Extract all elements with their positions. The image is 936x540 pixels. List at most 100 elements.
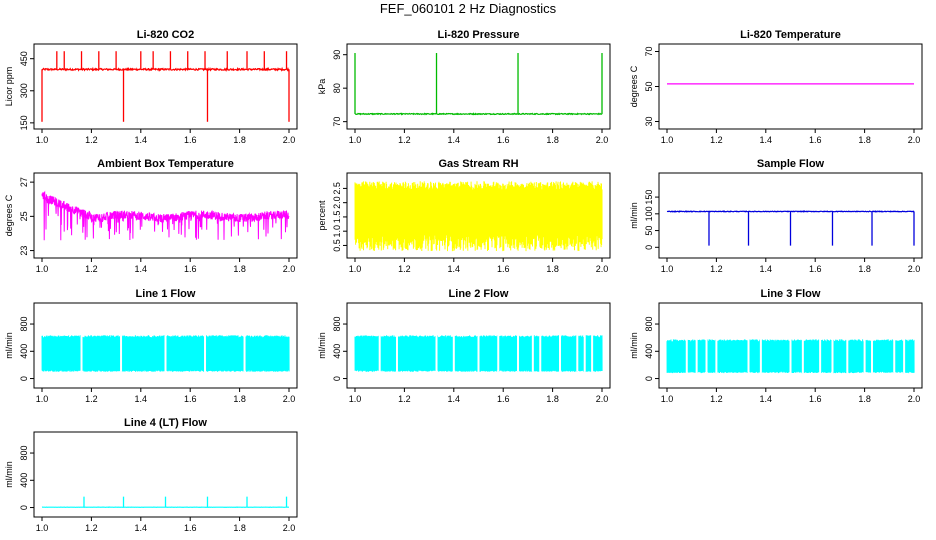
series-gap xyxy=(759,339,762,374)
y-tick-label: 0 xyxy=(644,245,654,250)
x-tick-label: 1.2 xyxy=(710,264,723,274)
x-tick-label: 1.6 xyxy=(809,394,822,404)
series-line xyxy=(354,112,603,116)
x-tick-label: 2.0 xyxy=(908,394,921,404)
figure-title: FEF_060101 2 Hz Diagnostics xyxy=(379,1,557,16)
series-gap xyxy=(539,334,542,372)
x-tick-label: 2.0 xyxy=(283,394,296,404)
plot-frame xyxy=(658,43,923,130)
series-gap xyxy=(705,339,708,374)
chart-panel: Line 1 Flow 1.0 1.2 1.4 1.6 1.8 2.0 0 400 800 ml/m… xyxy=(4,288,298,404)
chart-title: Ambient Box Temperature xyxy=(97,158,234,170)
y-tick-label: 0 xyxy=(644,376,654,381)
x-tick-label: 2.0 xyxy=(283,264,296,274)
x-tick-label: 1.0 xyxy=(661,264,674,274)
y-tick-label: 300 xyxy=(19,83,29,98)
x-tick-label: 1.4 xyxy=(448,394,461,404)
x-tick-label: 1.2 xyxy=(398,264,411,274)
x-tick-label: 1.0 xyxy=(661,135,674,145)
x-tick-label: 1.2 xyxy=(85,264,98,274)
x-tick-label: 1.4 xyxy=(760,394,773,404)
y-tick-label: 400 xyxy=(644,344,654,359)
x-tick-label: 1.0 xyxy=(349,135,362,145)
y-tick-label: 70 xyxy=(332,117,342,127)
series-gap xyxy=(204,334,207,372)
plot-frame xyxy=(346,172,611,259)
x-tick-label: 1.4 xyxy=(448,264,461,274)
series-line xyxy=(41,190,290,241)
x-tick-label: 1.6 xyxy=(184,264,197,274)
series-gap xyxy=(243,334,246,372)
x-tick-label: 1.4 xyxy=(760,264,773,274)
x-tick-label: 1.0 xyxy=(349,394,362,404)
x-tick-label: 1.2 xyxy=(85,523,98,533)
x-tick-label: 1.2 xyxy=(398,135,411,145)
x-tick-label: 1.2 xyxy=(85,394,98,404)
series-gap xyxy=(695,339,698,374)
y-axis-label: ml/min xyxy=(317,332,327,359)
x-tick-label: 2.0 xyxy=(596,264,609,274)
x-tick-label: 1.8 xyxy=(546,264,559,274)
x-tick-label: 1.6 xyxy=(184,394,197,404)
y-tick-label: 800 xyxy=(644,317,654,332)
chart-title: Li-820 Temperature xyxy=(740,29,841,41)
series-gap xyxy=(863,339,866,374)
x-tick-label: 1.8 xyxy=(546,135,559,145)
series-gap xyxy=(801,339,804,374)
series-gap xyxy=(893,339,896,374)
series-gap xyxy=(685,339,688,374)
y-axis-label: Licor ppm xyxy=(4,67,14,107)
x-tick-label: 2.0 xyxy=(283,523,296,533)
x-tick-label: 1.6 xyxy=(497,135,510,145)
plot-frame xyxy=(33,431,298,518)
plot-frame xyxy=(658,302,923,389)
series-gap xyxy=(591,334,594,372)
chart-panel: Li-820 CO2 1.0 1.2 1.4 1.6 1.8 2.0 150 300 450 Lic… xyxy=(4,29,298,145)
y-tick-label: 1.0 xyxy=(332,225,342,238)
series-gap xyxy=(435,334,438,372)
series-gap xyxy=(517,334,520,372)
series-gap xyxy=(576,334,579,372)
chart-title: Gas Stream RH xyxy=(438,158,518,170)
y-tick-label: 400 xyxy=(332,344,342,359)
series-gap xyxy=(715,339,718,374)
x-tick-label: 1.4 xyxy=(135,523,148,533)
series-gap xyxy=(497,334,500,372)
y-axis-label: degrees C xyxy=(629,65,639,107)
x-tick-label: 1.0 xyxy=(661,394,674,404)
x-tick-label: 1.0 xyxy=(349,264,362,274)
y-tick-label: 150 xyxy=(19,115,29,130)
chart-panel: Line 3 Flow 1.0 1.2 1.4 1.6 1.8 2.0 0 400 800 ml/m… xyxy=(629,288,923,404)
series-gap xyxy=(789,339,792,374)
x-tick-label: 1.4 xyxy=(760,135,773,145)
series-gap xyxy=(477,334,480,372)
series-gap xyxy=(559,334,562,372)
x-tick-label: 2.0 xyxy=(283,135,296,145)
y-tick-label: 0.5 xyxy=(332,239,342,252)
plot-frame xyxy=(33,43,298,130)
x-tick-label: 1.6 xyxy=(497,394,510,404)
series-line xyxy=(41,66,290,72)
series-gap xyxy=(80,334,83,372)
chart-panel: Li-820 Pressure 1.0 1.2 1.4 1.6 1.8 2.0 70 80 90 k… xyxy=(317,29,611,145)
y-axis-label: ml/min xyxy=(4,461,14,488)
y-tick-label: 400 xyxy=(19,473,29,488)
y-tick-label: 23 xyxy=(19,246,29,256)
x-tick-label: 1.2 xyxy=(710,135,723,145)
x-tick-label: 1.8 xyxy=(858,394,871,404)
x-tick-label: 1.6 xyxy=(184,523,197,533)
y-tick-label: 800 xyxy=(19,446,29,461)
x-tick-label: 1.8 xyxy=(858,264,871,274)
series-gap xyxy=(903,339,906,374)
series-gap xyxy=(747,339,750,374)
y-tick-label: 30 xyxy=(644,116,654,126)
x-tick-label: 1.8 xyxy=(546,394,559,404)
x-tick-label: 1.8 xyxy=(233,523,246,533)
chart-title: Line 1 Flow xyxy=(136,288,196,300)
series-gap xyxy=(831,339,834,374)
y-tick-label: 400 xyxy=(19,344,29,359)
chart-title: Sample Flow xyxy=(757,158,825,170)
chart-title: Line 2 Flow xyxy=(449,288,509,300)
